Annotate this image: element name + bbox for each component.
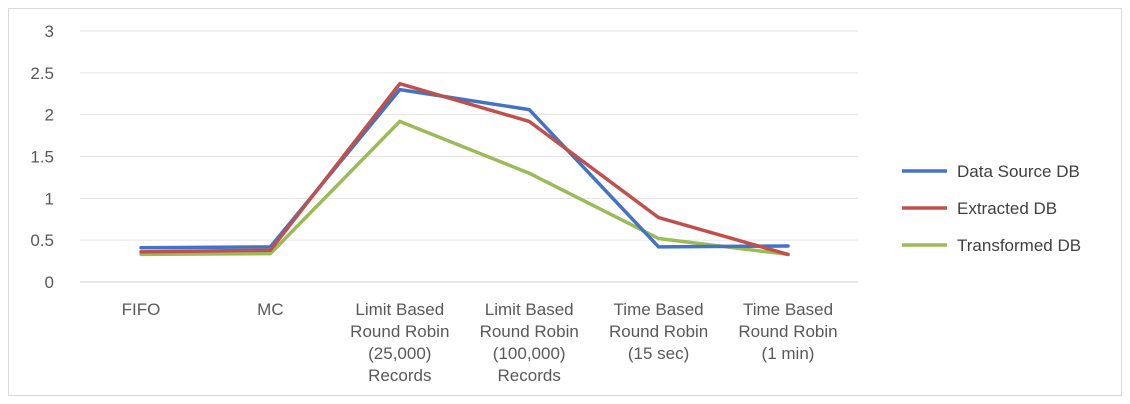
legend-label: Extracted DB [957,199,1057,218]
x-tick-label: FIFO [122,300,161,319]
legend-label: Data Source DB [957,162,1080,181]
legend: Data Source DB Extracted DB Transformed DB [902,162,1081,255]
x-tick-label: Limit Based Round Robin (25,000) Records [350,300,449,385]
y-tick-label: 2 [45,106,54,125]
y-tick-label: 0 [45,273,54,292]
x-tick-label: Time Based Round Robin (15 sec) [609,300,708,363]
y-tick-label: 1 [45,189,54,208]
y-tick-label: 2.5 [30,64,54,83]
legend-label: Transformed DB [957,236,1081,255]
series-line [139,87,790,250]
series-line [139,119,790,257]
x-axis-ticks: FIFO MC Limit Based Round Robin (25,000) Reco… [122,300,838,385]
series-lines [139,81,790,257]
y-axis-ticks: 0 0.5 1 1.5 2 2.5 3 [30,22,54,292]
x-tick-label: MC [257,300,283,319]
gridlines [80,30,858,283]
series-line [139,81,790,257]
y-tick-label: 1.5 [30,148,54,167]
y-tick-label: 3 [45,22,54,41]
x-tick-label: Time Based Round Robin (1 min) [738,300,837,363]
x-tick-label: Limit Based Round Robin (100,000) Records [480,300,579,385]
y-tick-label: 0.5 [30,231,54,250]
